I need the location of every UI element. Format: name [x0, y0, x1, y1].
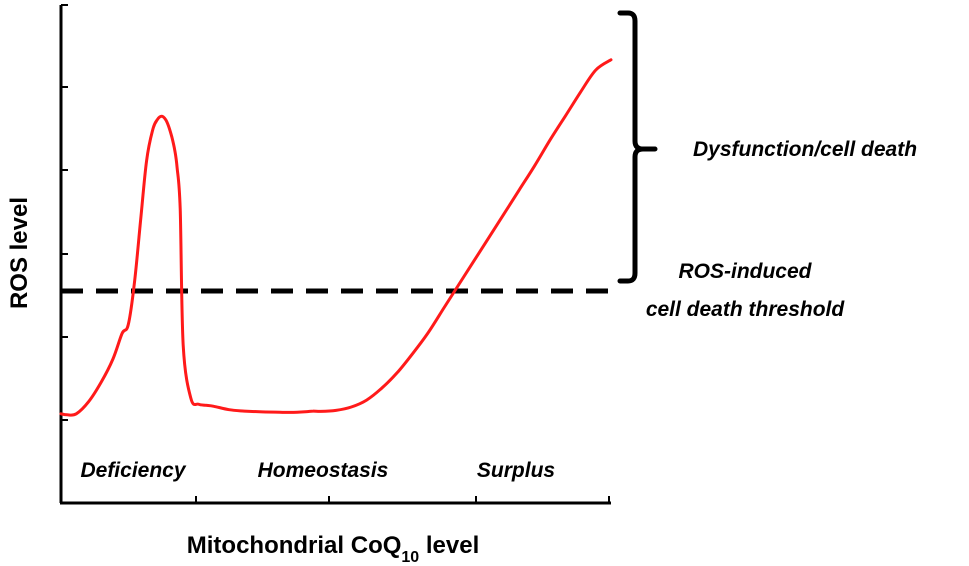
bracket-label: Dysfunction/cell death: [693, 138, 917, 161]
y-axis-ticks: [61, 4, 68, 421]
region-label-deficiency: Deficiency: [80, 459, 186, 482]
dysfunction-bracket: [617, 10, 658, 284]
x-axis-label-subscript: 10: [401, 549, 419, 566]
region-label-homeostasis: Homeostasis: [258, 459, 389, 482]
threshold-label-line1: ROS-induced: [678, 260, 812, 283]
x-axis-label-main: Mitochondrial CoQ: [187, 532, 402, 559]
region-label-surplus: Surplus: [477, 459, 555, 482]
y-axis-label: ROS level: [6, 197, 33, 309]
ros-level-curve: [59, 58, 613, 417]
threshold-label-line2: cell death threshold: [646, 298, 846, 321]
x-axis-label: Mitochondrial CoQ10 level: [187, 532, 480, 566]
x-axis-ticks: [195, 496, 610, 503]
x-axis-label-suffix: level: [419, 532, 479, 559]
